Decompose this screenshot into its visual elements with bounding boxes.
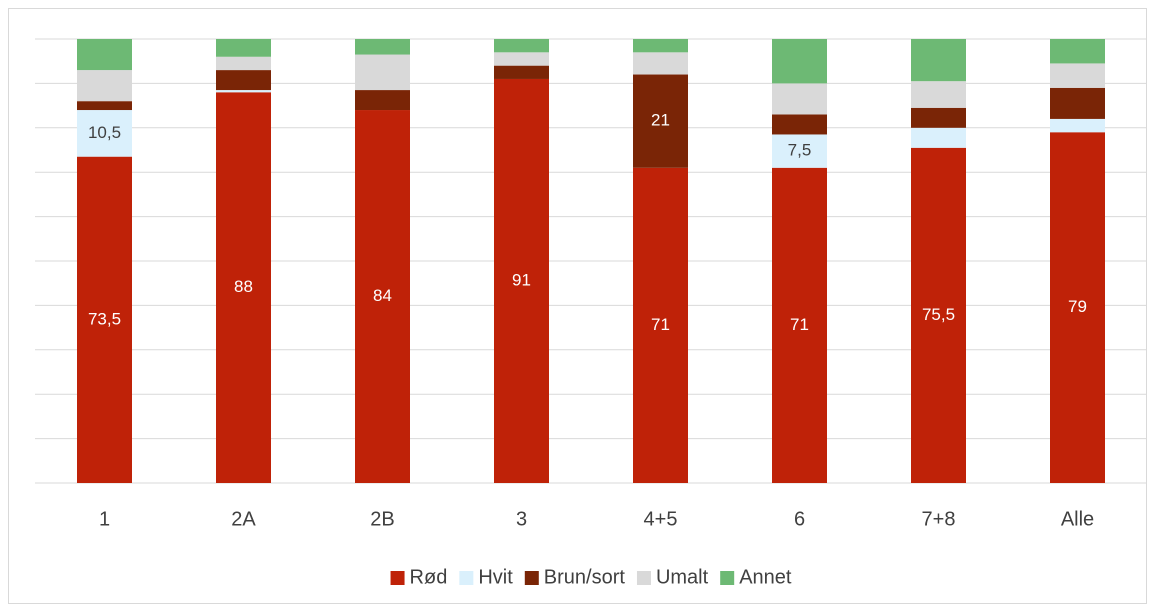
- x-tick-label: Alle: [1061, 508, 1094, 530]
- data-label: 88: [234, 277, 253, 296]
- bar-segment: [633, 39, 688, 53]
- bar-segment: [772, 134, 827, 168]
- data-label: 10,5: [88, 123, 121, 142]
- legend-swatch: [636, 571, 651, 585]
- bar-segment: [355, 54, 410, 91]
- data-label: 91: [512, 270, 531, 289]
- legend-swatch: [720, 571, 735, 585]
- bar-segment: [633, 52, 688, 75]
- legend-label: Rød: [410, 566, 448, 588]
- bar-segment: [355, 110, 410, 483]
- bar-segment: [77, 39, 132, 71]
- bar-segment: [216, 92, 271, 483]
- bar-segment: [494, 39, 549, 53]
- legend-label: Umalt: [656, 566, 709, 588]
- legend-label: Hvit: [478, 566, 513, 588]
- bar-segment: [911, 127, 966, 148]
- bar-segment: [1050, 39, 1105, 64]
- bar-segment: [633, 167, 688, 483]
- bar-segment: [494, 65, 549, 79]
- bar-segment: [216, 39, 271, 57]
- bar-segment: [216, 70, 271, 91]
- bar-segment: [772, 114, 827, 135]
- data-label: 7,5: [788, 141, 812, 160]
- data-label: 75,5: [922, 305, 955, 324]
- x-tick-label: 1: [99, 508, 110, 530]
- data-label: 71: [651, 315, 670, 334]
- bar-segment: [633, 74, 688, 168]
- bar-segment: [772, 83, 827, 115]
- bar-segment: [772, 39, 827, 84]
- x-tick-label: 4+5: [644, 508, 678, 530]
- legend-swatch: [459, 571, 474, 585]
- chart-border: [8, 8, 1147, 604]
- legend-swatch: [390, 571, 405, 585]
- bar-segment: [911, 81, 966, 108]
- bar-segment: [1050, 87, 1105, 119]
- x-tick-label: 2B: [370, 508, 394, 530]
- bar-segment: [911, 39, 966, 82]
- bar-segment: [1050, 132, 1105, 484]
- bar-segment: [355, 39, 410, 55]
- data-label: 73,5: [88, 309, 121, 328]
- x-tick-label: 6: [794, 508, 805, 530]
- bar-segment: [216, 56, 271, 71]
- data-label: 21: [651, 111, 670, 130]
- bar-segment: [1050, 63, 1105, 88]
- x-tick-label: 2A: [231, 508, 256, 530]
- bar-segment: [77, 110, 132, 157]
- legend-label: Brun/sort: [544, 566, 626, 588]
- bar-segment: [77, 156, 132, 483]
- x-tick-label: 7+8: [922, 508, 956, 530]
- x-tick-label: 3: [516, 508, 527, 530]
- bar-segment: [494, 52, 549, 66]
- bar-segment: [911, 147, 966, 483]
- bar-segment: [911, 107, 966, 128]
- bar-segment: [77, 101, 132, 111]
- legend-swatch: [524, 571, 539, 585]
- bar-segment: [77, 70, 132, 102]
- data-label: 71: [790, 315, 809, 334]
- bar-segment: [355, 90, 410, 111]
- bar-segment: [772, 167, 827, 483]
- data-label: 84: [373, 286, 392, 305]
- bar-segment: [216, 90, 271, 93]
- data-label: 79: [1068, 297, 1087, 316]
- bar-segment: [1050, 118, 1105, 133]
- bar-segment: [494, 78, 549, 484]
- legend-label: Annet: [739, 566, 792, 588]
